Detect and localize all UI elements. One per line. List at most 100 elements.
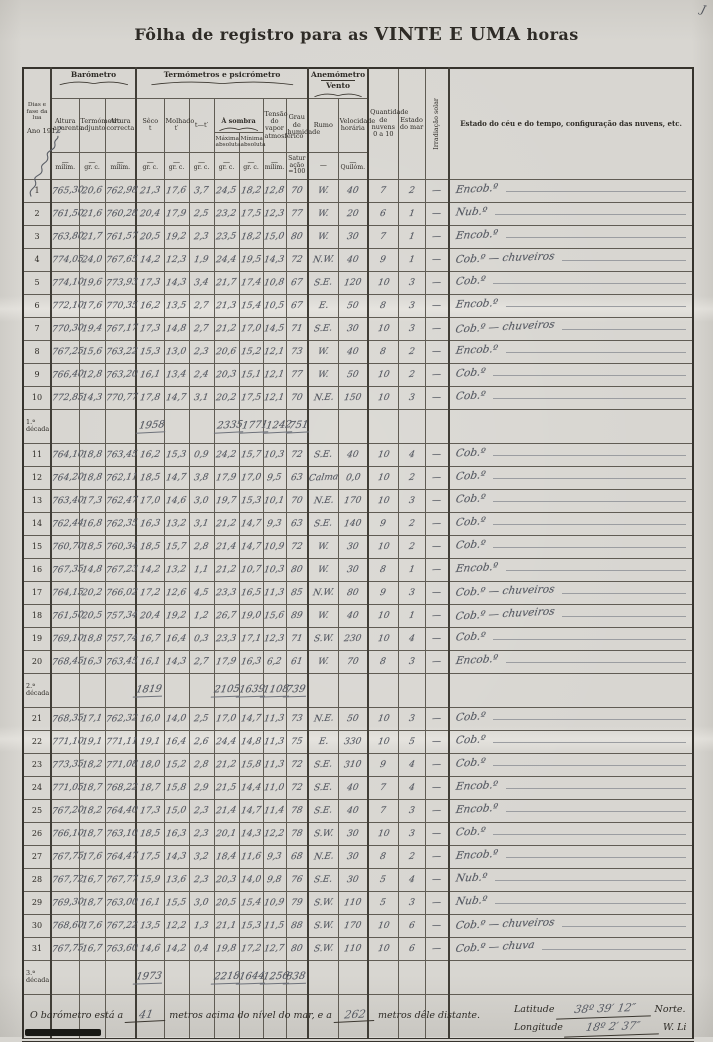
cell-seco: 18,0: [135, 752, 165, 777]
handwritten-value: 763,22: [104, 346, 138, 358]
cell-t_t: 1,3: [188, 913, 215, 938]
decade-cell-veloc: [337, 672, 369, 708]
handwritten-value: 3: [407, 392, 416, 403]
unit-label: gr. c.: [168, 164, 185, 172]
handwritten-value: 18,2: [81, 759, 103, 771]
handwritten-sky-state: Cob.º: [454, 274, 487, 289]
cell-alt_corr: 763,00: [104, 890, 138, 915]
cell-maxima: 24,5: [213, 178, 240, 203]
handwritten-value: 3,1: [193, 392, 210, 404]
handwritten-value: 16,3: [165, 828, 188, 840]
decade-cell-veloc: [337, 408, 369, 444]
handwritten-value: 764,10: [51, 449, 85, 461]
handwritten-value: 772,10: [51, 300, 85, 312]
handwritten-value: 79: [290, 897, 304, 909]
cell-minima: 19,5: [238, 247, 264, 272]
cell-veloc: 120: [337, 270, 369, 295]
handwritten-value: 8: [379, 300, 387, 311]
handwritten-value: 2,8: [193, 759, 210, 771]
cell-t_t: 2,3: [188, 798, 215, 823]
handwritten-value: 3: [407, 713, 416, 724]
day-number: 20: [22, 649, 52, 674]
day-number: 27: [22, 844, 52, 869]
handwritten-value: 757,34: [104, 609, 138, 622]
cell-t_t: 1,2: [188, 603, 215, 628]
cell-maxima: 21,2: [213, 511, 240, 536]
handwritten-value: 3: [407, 897, 416, 908]
cell-veloc: 50: [337, 293, 369, 318]
handwritten-value: 764,15: [51, 587, 85, 599]
cell-term_adj: 19,6: [78, 270, 106, 295]
cell-grau: 71: [285, 316, 309, 341]
handwritten-value: 17,0: [240, 323, 262, 335]
cell-maxima: 24,2: [213, 442, 240, 467]
cell-seco: 20,5: [135, 224, 165, 249]
cell-mar: 3: [397, 798, 426, 823]
handwritten-value: 10: [376, 495, 390, 506]
handwritten-value: 230: [343, 633, 363, 645]
handwritten-value: 3,0: [193, 495, 210, 507]
handwritten-value: 15,0: [165, 805, 188, 817]
decade-cell-mar: [397, 959, 426, 995]
cell-rumo: W.: [307, 649, 339, 674]
cell-seco: 17,3: [135, 798, 165, 823]
handwritten-value: 3: [407, 805, 416, 816]
handwritten-value: 21,2: [215, 518, 238, 530]
ruled-line: [505, 810, 687, 813]
cell-maxima: 19,7: [213, 488, 240, 513]
cell-t_t: 3,7: [188, 178, 215, 203]
cell-molhado: 14,0: [163, 706, 190, 731]
handwritten-value: E.: [317, 736, 329, 747]
handwritten-value: 14,6: [165, 495, 188, 507]
cell-rumo: W.: [307, 603, 339, 628]
handwritten-value: 770,35: [104, 300, 138, 312]
handwritten-value: 15,3: [240, 920, 262, 932]
header-seco: Sêco t: [135, 97, 165, 153]
handwritten-value: 764,40: [104, 804, 138, 817]
cell-alt_corr: 761,57: [104, 224, 138, 249]
cell-seco: 19,1: [135, 729, 165, 754]
cell-mar: 3: [397, 890, 426, 915]
unit-velocidade: — Quilóm.: [337, 151, 369, 180]
handwritten-value: 0,9: [193, 449, 210, 461]
ruled-line: [562, 259, 687, 262]
latitude-line: Latitude 38º 39′ 12″ Norte.: [514, 998, 686, 1020]
handwritten-value: 19,2: [165, 231, 188, 243]
handwritten-value: 17,3: [139, 277, 162, 289]
handwritten-value: 770,77: [104, 392, 138, 404]
handwritten-value: 17,9: [215, 656, 238, 668]
table-row: 1 765,30 20,6 762,98 21,3 17,6 3,7 24,5 18,2 12,8…: [22, 178, 694, 203]
cell-minima: 17,0: [238, 316, 264, 341]
cell-veloc: 110: [337, 890, 369, 915]
cell-ceu: Cob.º — chuveiros: [448, 247, 694, 272]
handwritten-value: 767,20: [51, 804, 85, 817]
handwritten-value: 24,2: [215, 449, 238, 461]
decade-cell-molhado: [163, 959, 190, 995]
header-maxima: Máxima absoluta: [213, 131, 241, 153]
cell-mar: 2: [397, 534, 426, 559]
handwritten-value: 16,1: [139, 897, 162, 909]
cell-minima: 15,2: [238, 339, 264, 364]
handwritten-value: 9,8: [266, 874, 283, 886]
cell-grau: 63: [285, 511, 309, 536]
table-row: 5 774,10 19,6 773,93 17,3 14,3 3,4 21,7 17,4 10,8…: [22, 270, 694, 295]
handwritten-value: 7: [379, 231, 387, 242]
decade-cell-rumo: [307, 672, 339, 708]
day-number: 28: [22, 867, 52, 892]
handwritten-value: 20,2: [81, 587, 103, 599]
handwritten-value: 14,3: [165, 277, 188, 289]
unit-dash: —: [198, 157, 206, 166]
handwritten-value: 763,45: [104, 449, 138, 461]
handwritten-value: S.W.: [312, 897, 334, 909]
cell-mar: 3: [397, 293, 426, 318]
cell-seco: 16,3: [135, 511, 165, 536]
cell-nuvens: 10: [367, 465, 399, 490]
cell-alt_ap: 767,20: [50, 798, 84, 823]
cell-mar: 2: [397, 178, 426, 203]
cell-maxima: 21,4: [213, 798, 240, 823]
handwritten-value: 17,0: [139, 495, 162, 507]
cell-grau: 88: [285, 913, 309, 938]
cell-nuvens: 10: [367, 706, 399, 731]
decade-cell-irrad: [424, 959, 450, 995]
handwritten-value: 16,7: [139, 633, 162, 645]
